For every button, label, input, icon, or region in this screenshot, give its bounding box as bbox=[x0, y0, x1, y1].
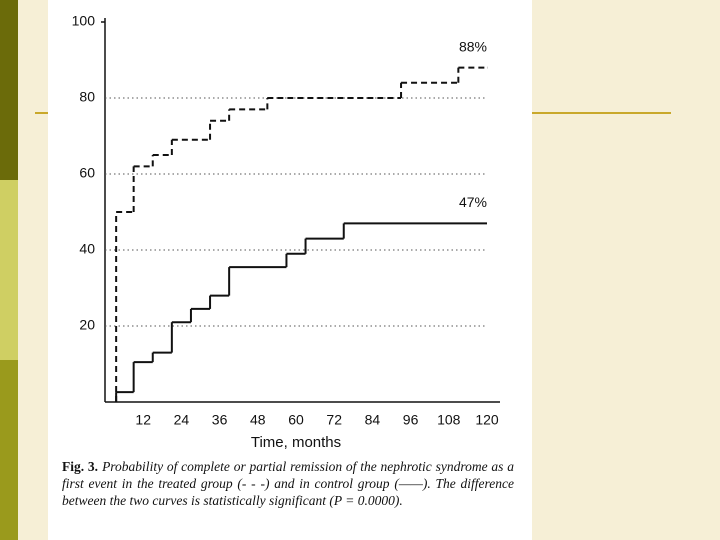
y-tick-label: 20 bbox=[79, 317, 95, 333]
side-band bbox=[0, 360, 18, 540]
x-tick-label: 12 bbox=[135, 412, 151, 428]
x-tick-label: 108 bbox=[437, 412, 461, 428]
x-tick-label: 36 bbox=[212, 412, 228, 428]
y-tick-label: 80 bbox=[79, 89, 95, 105]
x-tick-label: 48 bbox=[250, 412, 266, 428]
x-axis-label: Time, months bbox=[251, 434, 341, 451]
y-tick-label: 60 bbox=[79, 165, 95, 181]
side-band bbox=[0, 0, 18, 180]
caption: Fig. 3. Probability of complete or partia… bbox=[62, 458, 514, 509]
x-tick-label: 60 bbox=[288, 412, 304, 428]
annotation: 88% bbox=[459, 38, 487, 54]
x-tick-label: 24 bbox=[174, 412, 190, 428]
caption-text: Probability of complete or partial remis… bbox=[62, 459, 514, 508]
y-tick-label: 40 bbox=[79, 241, 95, 257]
y-tick-label: 100 bbox=[72, 13, 96, 29]
annotation: 47% bbox=[459, 194, 487, 210]
x-tick-label: 120 bbox=[475, 412, 499, 428]
x-tick-label: 96 bbox=[403, 412, 419, 428]
figure-paper bbox=[48, 0, 532, 540]
side-band bbox=[0, 180, 18, 360]
x-tick-label: 72 bbox=[326, 412, 342, 428]
x-tick-label: 84 bbox=[365, 412, 381, 428]
caption-label: Fig. 3. bbox=[62, 459, 99, 474]
